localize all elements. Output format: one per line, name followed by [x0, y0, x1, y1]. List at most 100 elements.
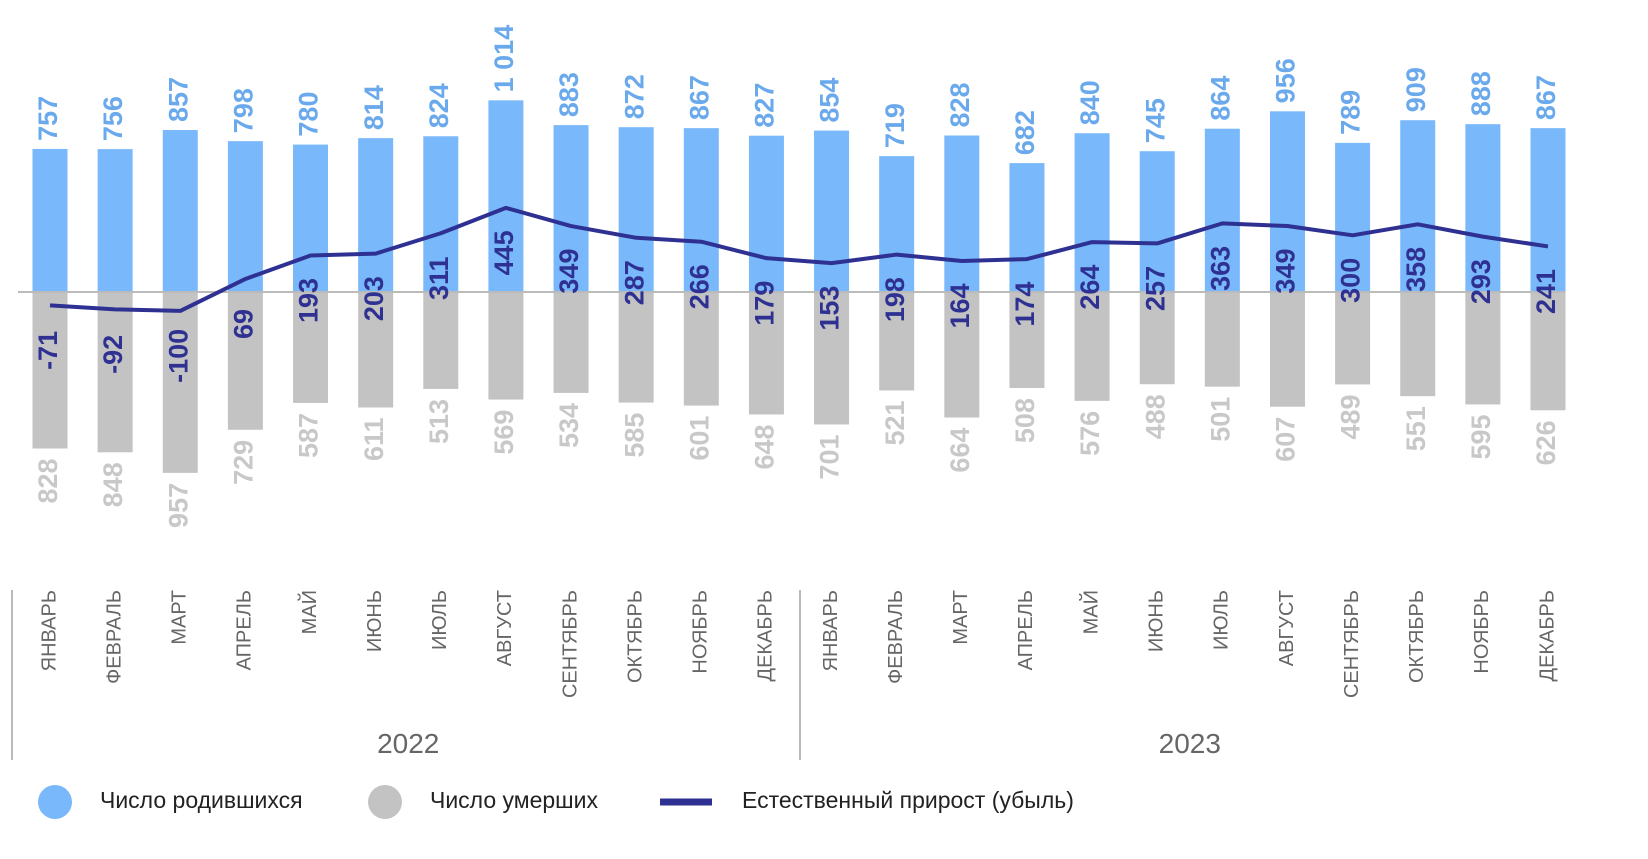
value-label: 607 [1271, 417, 1301, 462]
bar [358, 138, 394, 292]
bar [879, 292, 915, 391]
value-label: 648 [750, 424, 780, 469]
x-tick-label: ОКТЯБРЬ [624, 590, 646, 683]
bar [1204, 292, 1240, 387]
value-label: 883 [554, 72, 584, 117]
bar [1074, 292, 1110, 401]
bar [1269, 111, 1305, 292]
value-label: 501 [1205, 397, 1235, 442]
x-tick-label: ДЕКАБРЬ [755, 590, 777, 681]
line [49, 205, 1549, 313]
bar [814, 292, 850, 425]
bar [618, 127, 654, 292]
value-label: 266 [684, 264, 714, 309]
value-label: 957 [163, 483, 193, 528]
legend-label: Естественный прирост (убыль) [742, 787, 1074, 813]
value-label: 287 [619, 260, 649, 305]
value-label: 349 [554, 249, 584, 294]
value-label: 445 [489, 230, 519, 275]
x-tick-label: ИЮЛЬ [1211, 590, 1233, 650]
bar [944, 292, 980, 418]
x-tick-label: ФЕВРАЛЬ [103, 590, 125, 684]
value-label: 551 [1401, 406, 1431, 451]
bar [97, 149, 133, 292]
x-tick-label: МАРТ [950, 590, 972, 645]
value-label: 1 014 [489, 25, 519, 93]
bar [1139, 151, 1175, 292]
x-tick-label: ЯНВАРЬ [38, 590, 60, 671]
value-label: 864 [1205, 76, 1235, 121]
bar [1530, 128, 1566, 292]
bar [227, 292, 263, 430]
year-label: 2023 [1159, 728, 1221, 759]
value-label: 756 [98, 96, 128, 141]
bar [553, 292, 589, 393]
value-label: 867 [684, 75, 714, 120]
x-tick-label: АВГУСТ [494, 590, 516, 666]
bar [1335, 142, 1371, 292]
value-label: 293 [1466, 259, 1496, 304]
value-label: 179 [750, 281, 780, 326]
bar [553, 125, 589, 292]
value-label: 576 [1075, 411, 1105, 456]
value-label: 153 [815, 286, 845, 331]
value-label: 909 [1401, 67, 1431, 112]
value-label: 857 [163, 77, 193, 122]
bar [227, 141, 263, 292]
x-tick-label: АВГУСТ [1276, 590, 1298, 666]
x-tick-label: СЕНТЯБРЬ [1341, 590, 1363, 698]
value-label: 814 [359, 85, 389, 130]
value-label: 789 [1336, 90, 1366, 135]
value-label: 682 [1010, 110, 1040, 155]
value-label: -92 [98, 335, 128, 374]
value-label: 828 [33, 458, 63, 503]
value-label: 824 [424, 83, 454, 128]
bar [748, 292, 784, 415]
value-label: 300 [1336, 258, 1366, 303]
value-label: 626 [1531, 420, 1561, 465]
bar [683, 128, 719, 292]
bar [1139, 292, 1175, 385]
bar [423, 136, 459, 292]
value-label: 780 [294, 92, 324, 137]
bar [618, 292, 654, 403]
x-tick-label: ДЕКАБРЬ [1536, 590, 1558, 681]
value-label: 840 [1075, 80, 1105, 125]
value-label: 203 [359, 276, 389, 321]
bar [1204, 128, 1240, 292]
x-tick-label: СЕНТЯБРЬ [559, 590, 581, 698]
bar [423, 292, 459, 389]
value-label: 827 [750, 83, 780, 128]
x-tick-label: ЯНВАРЬ [820, 590, 842, 671]
bar [293, 292, 329, 403]
bar [293, 144, 329, 292]
value-label: 513 [424, 399, 454, 444]
bar [944, 135, 980, 292]
value-label: 745 [1140, 98, 1170, 143]
value-label: 534 [554, 403, 584, 448]
bar [488, 292, 524, 400]
value-label: 956 [1271, 58, 1301, 103]
x-tick-label: МАРТ [169, 590, 191, 645]
value-label: 664 [945, 427, 975, 472]
value-label: 757 [33, 96, 63, 141]
value-label: 311 [424, 256, 454, 300]
value-label: 521 [880, 400, 910, 445]
bar [32, 148, 68, 292]
legend-label: Число умерших [430, 787, 598, 813]
x-tick-label: НОЯБРЬ [1471, 590, 1493, 674]
value-label: 867 [1531, 75, 1561, 120]
value-label: 198 [880, 277, 910, 322]
value-label: -71 [33, 331, 63, 370]
value-label: 363 [1205, 246, 1235, 291]
value-label: 587 [294, 413, 324, 458]
value-label: 241 [1531, 269, 1561, 314]
value-label: 164 [945, 283, 975, 328]
value-label: 488 [1140, 394, 1170, 439]
value-label: 872 [619, 74, 649, 119]
bar [358, 292, 394, 408]
bar [1009, 163, 1045, 292]
bar [879, 156, 915, 292]
value-label: 854 [815, 78, 845, 123]
